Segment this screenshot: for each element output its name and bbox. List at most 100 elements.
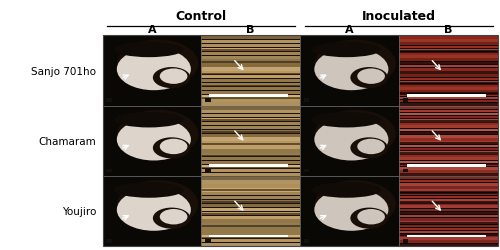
Bar <box>201 91 300 94</box>
Bar <box>201 111 300 114</box>
Bar <box>399 202 498 204</box>
Bar <box>201 224 300 227</box>
Ellipse shape <box>118 180 198 228</box>
Bar <box>201 44 300 48</box>
Bar <box>209 95 288 97</box>
Bar <box>201 56 300 59</box>
Text: Youjiro: Youjiro <box>62 206 96 216</box>
Ellipse shape <box>153 208 190 229</box>
Bar <box>399 43 498 46</box>
Bar <box>399 222 498 225</box>
Bar <box>201 154 300 157</box>
Bar <box>300 176 399 246</box>
Bar <box>399 193 498 195</box>
Bar <box>399 154 498 157</box>
Bar <box>201 50 300 52</box>
Bar <box>201 161 300 164</box>
Bar <box>399 142 498 144</box>
Bar <box>201 120 300 122</box>
Bar <box>402 99 408 103</box>
Bar <box>399 106 498 176</box>
Bar <box>399 145 498 148</box>
Bar <box>102 36 498 246</box>
Bar <box>399 170 498 173</box>
Bar <box>399 104 498 106</box>
Bar <box>399 233 498 236</box>
Text: Sanjo 701ho: Sanjo 701ho <box>32 66 96 76</box>
Bar <box>201 204 300 207</box>
Bar <box>201 231 300 234</box>
Bar <box>106 239 112 243</box>
Bar <box>209 165 288 167</box>
Ellipse shape <box>314 49 388 91</box>
Bar <box>209 235 288 237</box>
Bar <box>201 48 300 52</box>
Bar <box>399 82 498 85</box>
Bar <box>201 192 300 196</box>
Bar <box>399 202 498 205</box>
Bar <box>399 209 498 211</box>
Bar <box>399 113 498 116</box>
Bar <box>201 167 300 169</box>
Ellipse shape <box>153 68 190 89</box>
Bar <box>399 50 498 52</box>
Bar <box>201 88 300 91</box>
Bar <box>399 199 498 202</box>
Bar <box>402 169 408 173</box>
Text: A: A <box>345 25 354 35</box>
Bar <box>201 212 300 215</box>
Ellipse shape <box>350 208 388 229</box>
Bar <box>201 176 300 246</box>
Bar <box>201 62 300 64</box>
Bar <box>201 97 300 99</box>
Bar <box>201 107 300 110</box>
Bar <box>399 121 498 124</box>
Bar <box>399 158 498 160</box>
Text: Control: Control <box>176 10 227 22</box>
Bar <box>399 91 498 94</box>
Bar <box>201 235 300 238</box>
Bar <box>399 56 498 58</box>
Bar <box>399 224 498 227</box>
Bar <box>399 244 498 246</box>
Bar <box>399 62 498 64</box>
Bar <box>201 216 300 219</box>
Bar <box>201 225 300 227</box>
Bar <box>399 215 498 218</box>
Bar <box>399 136 498 138</box>
Bar <box>304 99 310 103</box>
Bar <box>201 72 300 75</box>
Bar <box>201 118 300 122</box>
Bar <box>201 200 300 203</box>
Bar <box>201 143 300 146</box>
Bar <box>402 239 408 243</box>
Bar <box>205 99 210 103</box>
Bar <box>102 176 201 246</box>
Bar <box>399 191 498 194</box>
Ellipse shape <box>350 68 388 89</box>
Bar <box>201 103 300 106</box>
Bar <box>201 190 300 192</box>
Bar <box>399 110 498 112</box>
Bar <box>399 212 498 214</box>
Bar <box>399 139 498 141</box>
Bar <box>399 237 498 240</box>
Ellipse shape <box>160 209 188 224</box>
Bar <box>399 218 498 221</box>
Bar <box>201 196 300 200</box>
Ellipse shape <box>358 209 385 224</box>
Bar <box>106 169 112 173</box>
Bar <box>201 37 300 40</box>
Bar <box>399 53 498 55</box>
Bar <box>201 220 300 223</box>
Bar <box>399 206 498 208</box>
Ellipse shape <box>358 139 385 154</box>
Ellipse shape <box>314 189 388 231</box>
Bar <box>201 146 300 149</box>
Ellipse shape <box>160 139 188 154</box>
Bar <box>201 68 300 71</box>
Bar <box>399 100 498 103</box>
Bar <box>201 36 300 106</box>
Bar <box>201 95 300 98</box>
Ellipse shape <box>117 49 191 91</box>
